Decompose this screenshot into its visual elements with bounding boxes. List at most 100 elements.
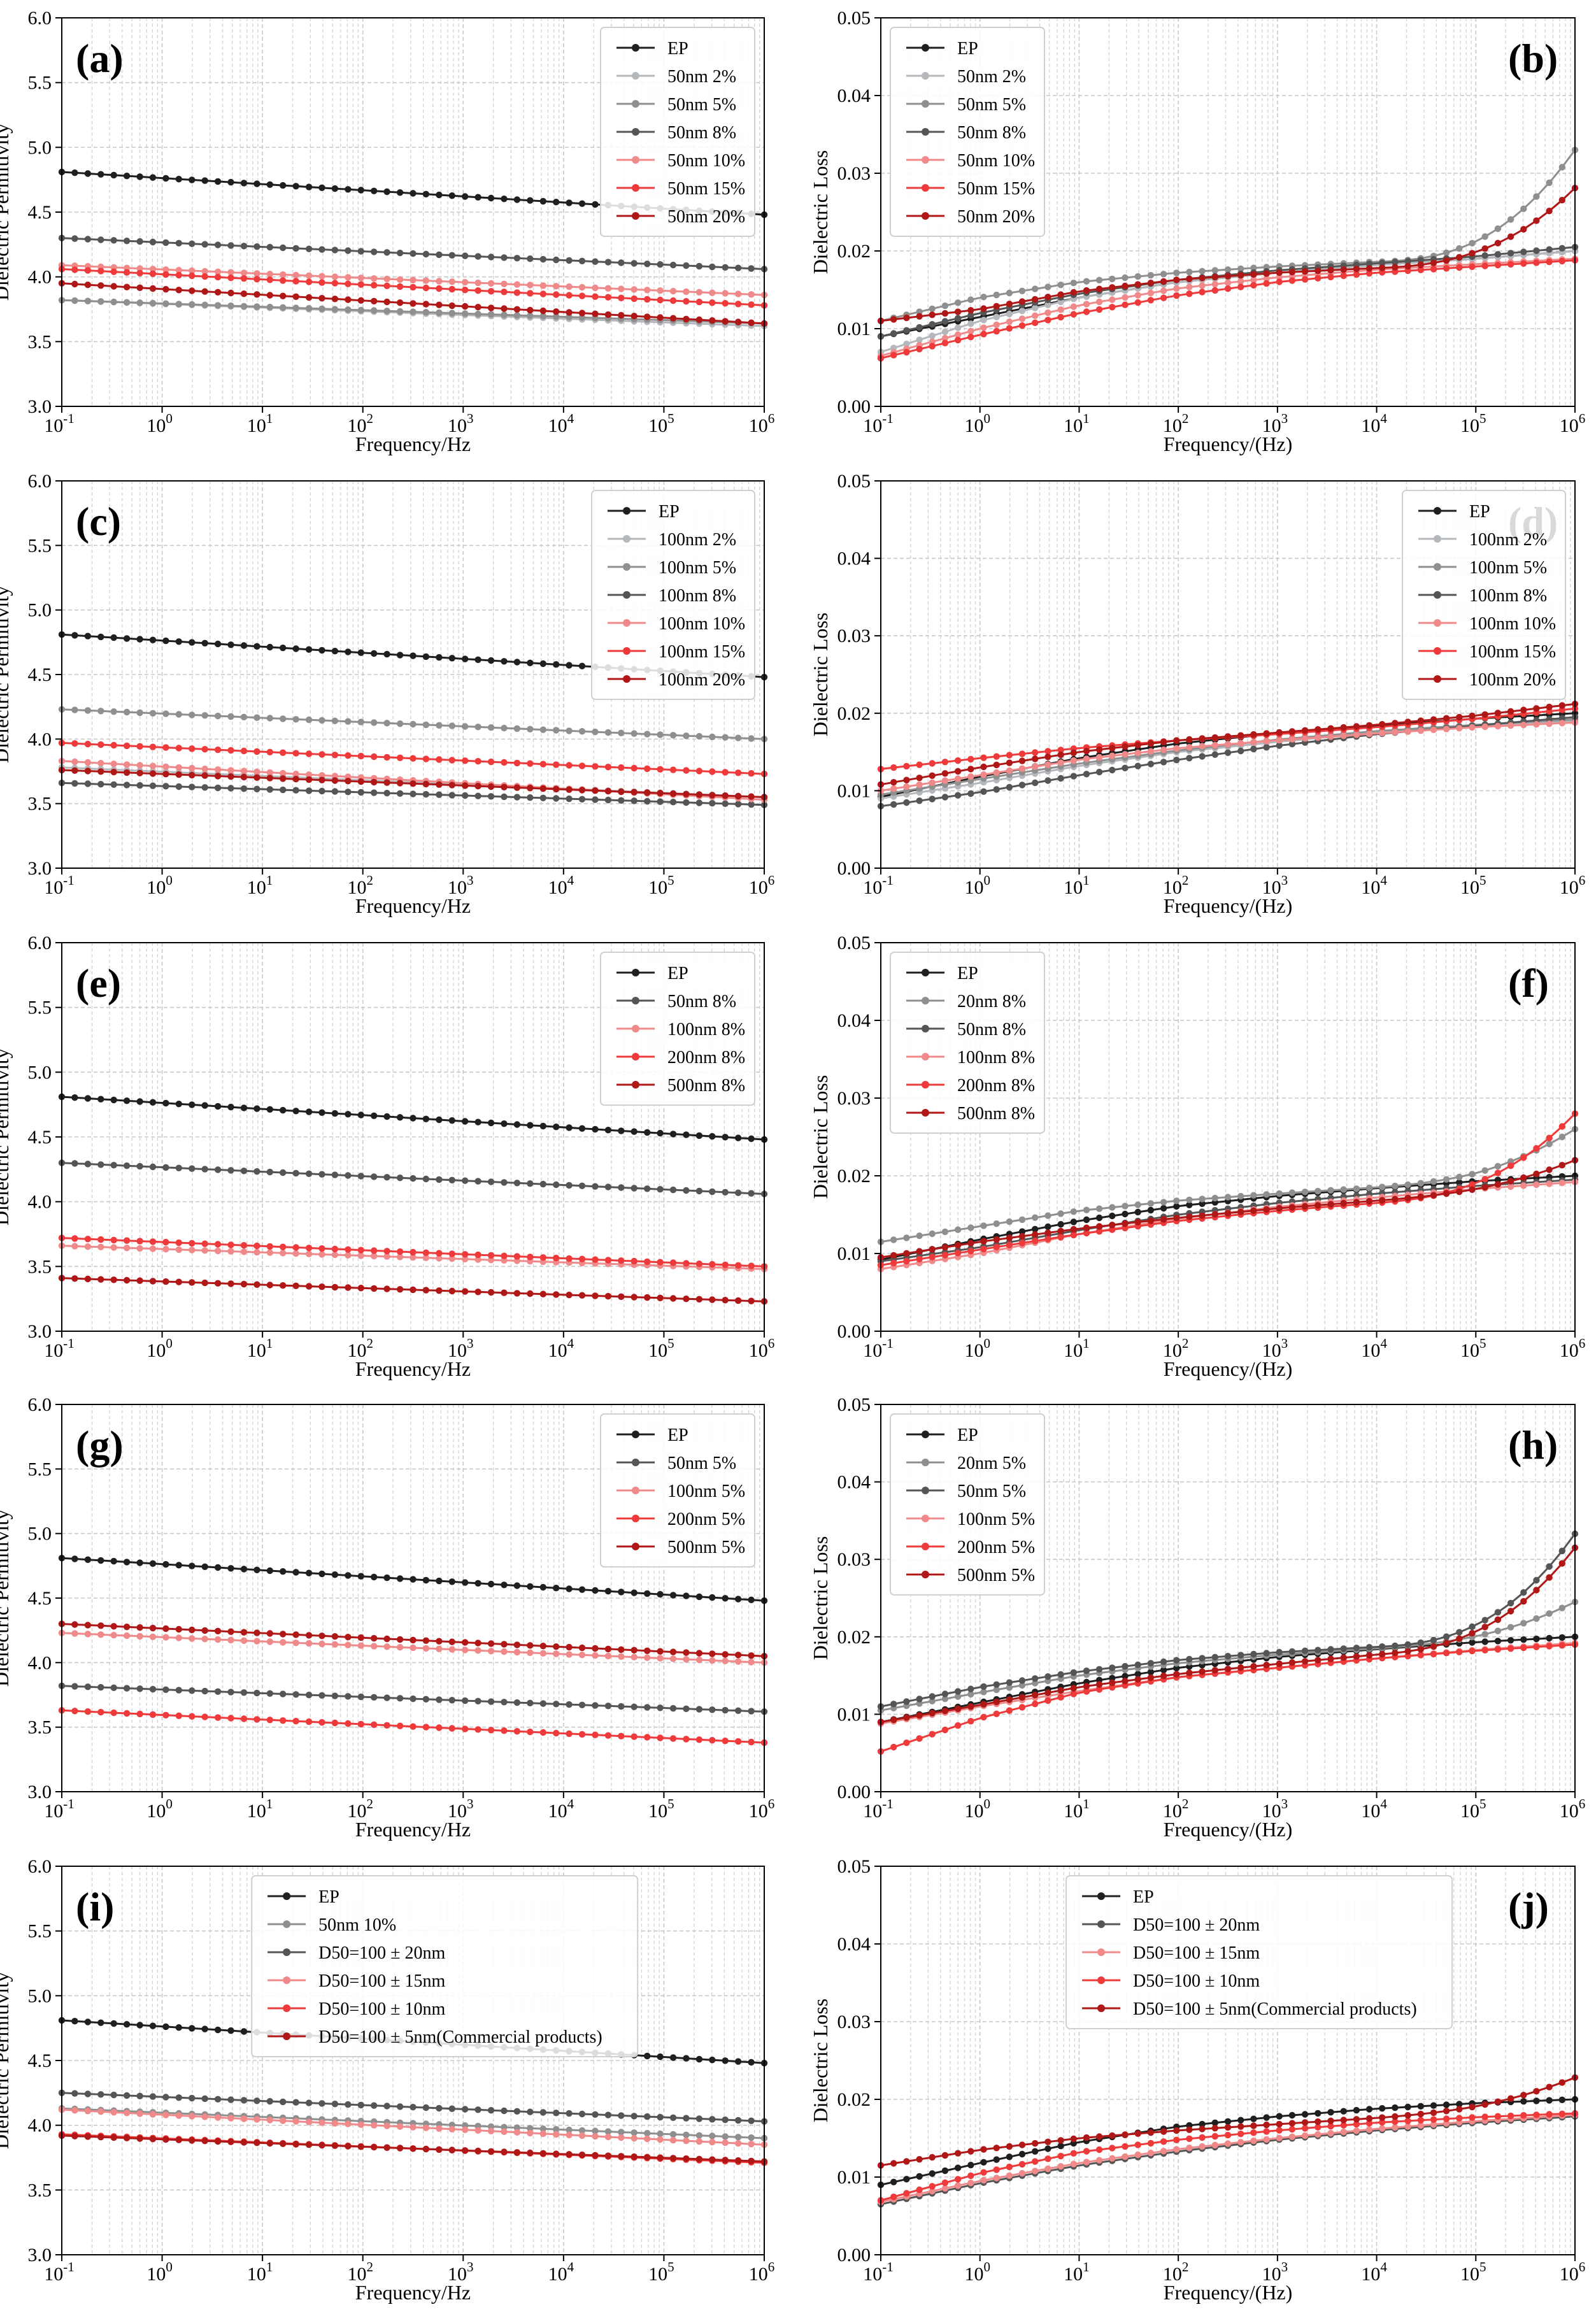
data-point bbox=[474, 1178, 481, 1185]
data-point bbox=[331, 306, 339, 313]
data-point bbox=[1057, 306, 1064, 313]
data-point bbox=[513, 1728, 521, 1735]
x-tick-base: 10 bbox=[1460, 1801, 1479, 1822]
data-point bbox=[149, 1278, 157, 1285]
legend-marker bbox=[922, 1053, 929, 1061]
panel-label: (i) bbox=[76, 1884, 114, 1929]
data-point bbox=[1095, 1223, 1103, 1230]
data-point bbox=[253, 1281, 260, 1289]
data-point bbox=[448, 1646, 455, 1653]
y-tick-label: 6.0 bbox=[28, 1856, 52, 1877]
data-point bbox=[422, 780, 430, 788]
data-point bbox=[436, 191, 443, 199]
data-point bbox=[84, 2133, 92, 2140]
x-tick-label: 106 bbox=[1560, 2259, 1586, 2285]
data-point bbox=[578, 257, 586, 264]
panel-label: (f) bbox=[1508, 961, 1549, 1006]
data-point bbox=[1288, 2133, 1296, 2140]
x-tick-base: 10 bbox=[1163, 1801, 1182, 1822]
data-point bbox=[1237, 265, 1244, 273]
x-tick-base: 10 bbox=[347, 877, 366, 898]
data-point bbox=[1109, 1664, 1116, 1671]
series-2 bbox=[877, 146, 1579, 324]
data-point bbox=[1044, 1689, 1051, 1696]
data-point bbox=[657, 2130, 664, 2138]
y-axis-label: Dielectric Permitivity bbox=[0, 586, 13, 763]
data-point bbox=[345, 789, 352, 796]
legend-label: 50nm 10% bbox=[318, 1915, 396, 1935]
data-point bbox=[396, 1575, 404, 1582]
data-point bbox=[644, 1129, 651, 1136]
data-point bbox=[916, 2173, 923, 2180]
data-point bbox=[1057, 2152, 1064, 2160]
y-tick-label: 0.04 bbox=[837, 1934, 871, 1955]
data-point bbox=[993, 327, 1000, 335]
legend-item: 500nm 8% bbox=[616, 1076, 745, 1096]
data-point bbox=[941, 318, 949, 325]
y-tick-label: 6.0 bbox=[28, 471, 52, 492]
data-point bbox=[201, 241, 208, 248]
x-tick-exponent: -1 bbox=[63, 2259, 75, 2275]
data-point bbox=[748, 301, 755, 308]
data-point bbox=[436, 1255, 443, 1262]
x-tick-label: 103 bbox=[448, 873, 474, 898]
data-point bbox=[954, 757, 962, 764]
data-point bbox=[84, 1236, 92, 1243]
data-point bbox=[240, 243, 248, 250]
data-point bbox=[1083, 1216, 1090, 1224]
data-point bbox=[357, 649, 364, 656]
data-point bbox=[578, 1652, 586, 1659]
data-point bbox=[1134, 1208, 1141, 1216]
data-point bbox=[448, 1250, 455, 1257]
data-point bbox=[422, 301, 430, 308]
data-point bbox=[578, 1644, 586, 1652]
data-point bbox=[1546, 1643, 1553, 1650]
data-point bbox=[566, 1701, 573, 1708]
data-point bbox=[1044, 301, 1051, 308]
data-point bbox=[1533, 217, 1540, 224]
data-point bbox=[903, 1257, 910, 1265]
data-point bbox=[1237, 272, 1244, 279]
data-point bbox=[1173, 269, 1180, 276]
data-point bbox=[1147, 297, 1155, 304]
data-point bbox=[709, 263, 716, 271]
data-point bbox=[1173, 2136, 1180, 2143]
data-point bbox=[592, 1652, 599, 1659]
data-point bbox=[1315, 734, 1322, 741]
data-point bbox=[1507, 1183, 1514, 1190]
data-point bbox=[280, 182, 287, 189]
data-point bbox=[1456, 1173, 1463, 1181]
data-point bbox=[1057, 1227, 1064, 1235]
data-point bbox=[1481, 711, 1488, 718]
data-point bbox=[1199, 2143, 1206, 2150]
data-point bbox=[410, 1576, 417, 1583]
data-point bbox=[266, 1717, 273, 1724]
y-tick-label: 4.0 bbox=[28, 1652, 52, 1673]
data-point bbox=[149, 770, 157, 777]
data-point bbox=[683, 2155, 690, 2162]
legend-marker bbox=[922, 1431, 929, 1438]
data-point bbox=[280, 749, 287, 756]
x-tick-label: 102 bbox=[1163, 2259, 1189, 2285]
data-point bbox=[1070, 311, 1078, 318]
y-axis-label: Dielectric Permitivity bbox=[0, 1972, 13, 2149]
data-point bbox=[553, 2125, 560, 2133]
data-point bbox=[683, 297, 690, 305]
legend-marker bbox=[632, 156, 639, 164]
data-point bbox=[1288, 268, 1296, 276]
x-tick-exponent: 1 bbox=[266, 2259, 273, 2275]
data-point bbox=[123, 782, 131, 789]
data-point bbox=[1057, 2163, 1064, 2170]
data-point bbox=[501, 1641, 508, 1648]
data-point bbox=[227, 767, 234, 774]
data-point bbox=[1546, 1180, 1553, 1187]
data-point bbox=[474, 792, 481, 799]
x-tick-base: 10 bbox=[1361, 415, 1380, 436]
data-point bbox=[1018, 1239, 1026, 1246]
data-point bbox=[1122, 294, 1129, 301]
data-point bbox=[149, 1560, 157, 1567]
series-6 bbox=[877, 701, 1579, 788]
data-point bbox=[331, 1283, 339, 1291]
x-tick-exponent: 4 bbox=[567, 873, 574, 888]
